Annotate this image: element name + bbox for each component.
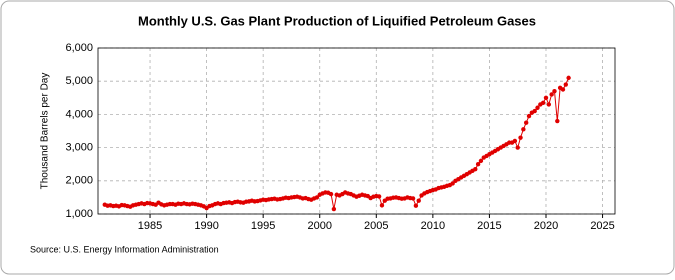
data-point bbox=[535, 105, 540, 110]
data-point bbox=[410, 196, 416, 201]
data-point bbox=[543, 95, 549, 101]
chart-title: Monthly U.S. Gas Plant Production of Liq… bbox=[138, 13, 536, 28]
data-point bbox=[560, 87, 566, 92]
data-point bbox=[518, 135, 523, 140]
data-point bbox=[563, 82, 568, 87]
data-point bbox=[515, 145, 520, 150]
data-point bbox=[552, 88, 557, 94]
y-tick-label: 6,000 bbox=[65, 42, 93, 54]
y-tick-label: 3,000 bbox=[65, 142, 93, 154]
x-tick-label: 2000 bbox=[307, 220, 331, 232]
x-tick-label: 2020 bbox=[534, 220, 558, 232]
data-point bbox=[555, 118, 560, 124]
data-point bbox=[416, 198, 421, 203]
data-point bbox=[379, 203, 385, 208]
data-point bbox=[413, 203, 419, 208]
data-point bbox=[450, 181, 455, 186]
data-point bbox=[314, 195, 320, 200]
plot-area bbox=[97, 47, 616, 215]
source: Source: U.S. Energy Information Administ… bbox=[30, 244, 219, 254]
data-point bbox=[521, 127, 526, 132]
data-point bbox=[532, 108, 537, 114]
y-tick-label: 4,000 bbox=[65, 108, 93, 120]
x-tick-label: 1990 bbox=[194, 220, 218, 232]
y-axis-label: Thousand Barrels per Day bbox=[40, 73, 51, 190]
data-point bbox=[540, 100, 546, 105]
data-point bbox=[566, 75, 571, 81]
x-tick-label: 2010 bbox=[421, 220, 445, 232]
data-point bbox=[523, 120, 529, 125]
data-point bbox=[546, 102, 552, 107]
data-point bbox=[478, 158, 484, 164]
y-tick-label: 5,000 bbox=[65, 75, 93, 87]
data-point bbox=[549, 92, 554, 97]
data-point bbox=[328, 191, 334, 197]
y-tick-label: 2,000 bbox=[65, 175, 93, 187]
data-point bbox=[376, 194, 382, 199]
x-tick-label: 2025 bbox=[590, 220, 614, 232]
y-tick-label: 1,000 bbox=[65, 208, 93, 220]
data-point bbox=[526, 113, 532, 119]
data-point bbox=[331, 206, 337, 212]
data-point bbox=[473, 166, 478, 172]
x-tick-label: 2005 bbox=[364, 220, 388, 232]
x-tick-label: 1995 bbox=[251, 220, 275, 232]
x-tick-label: 2015 bbox=[477, 220, 501, 232]
data-point bbox=[512, 138, 518, 144]
x-tick-label: 1985 bbox=[138, 220, 162, 232]
data-point bbox=[475, 162, 481, 167]
